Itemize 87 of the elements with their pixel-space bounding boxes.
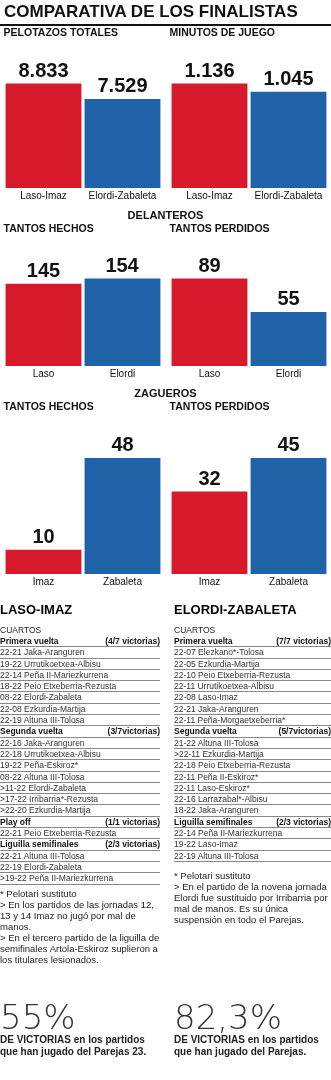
text: CUARTOS xyxy=(0,625,43,636)
text: 22-07 Elezkano*-Tolosa xyxy=(174,647,331,659)
data-label: 45 xyxy=(277,433,300,456)
text: 22-11 Peña-Morgaetxeberria* xyxy=(174,715,331,727)
text: 22-10 Peio Etxeberria-Rezusta xyxy=(174,669,331,682)
x-tick-label: Laso xyxy=(198,368,221,379)
text: 22-21 Jaka-Aranguren xyxy=(0,647,160,659)
text: COMPARATIVA DE LOS FINALISTAS xyxy=(0,0,331,26)
text: 22-21 Altuna III-Tolosa xyxy=(0,850,160,862)
text: >19-22 Peña II-Mariezkurrena xyxy=(0,873,160,885)
data-label: 55 xyxy=(277,286,300,309)
x-tick-label: Elordi-Zabaleta xyxy=(88,190,157,201)
text: 22-14 Peña II-Mariezkurrena xyxy=(174,828,331,840)
text: 22-19 Altuna III-Tolosa xyxy=(0,715,160,727)
text: LASO-IMAZ xyxy=(0,601,74,619)
text: 22-16 Larrazabal*-Albisu xyxy=(174,794,331,806)
x-tick-label: Laso-Imaz xyxy=(20,190,67,201)
text: 22-14 Peña II-Mariezkurrena xyxy=(0,669,160,682)
data-label: 8.833 xyxy=(18,58,69,81)
x-tick-label: Zabaleta xyxy=(103,576,143,587)
data-label: 7.529 xyxy=(97,73,148,96)
chart-title: TANTOS PERDIDOS xyxy=(169,221,270,234)
text: 21-22 Altuna III-Tolosa xyxy=(174,737,331,749)
text: DE VICTORIAS en los partidos que han jugado del Parejas 23. xyxy=(0,1034,148,1057)
text: > En el tercero partido de la liguilla de semifinales Artola-Eskiroz suplieron a los titulares lesionados. xyxy=(0,932,160,965)
text: > En los partidos de las jornadas 12, 13 y 14 Imaz no jugó por mal de manos. xyxy=(0,899,155,932)
text: ZAGUEROS xyxy=(133,386,198,399)
text: 22-19 Altuna III-Tolosa xyxy=(174,850,331,862)
text: Liguilla semifinales (2/3 victorias) xyxy=(174,816,331,827)
text: ELORDI-ZABALETA xyxy=(174,601,298,619)
text: 22-08 Ezkurdia-Martija xyxy=(0,703,160,716)
data-label: 89 xyxy=(198,253,221,276)
text: 19-22 Laso-Imaz xyxy=(174,839,331,851)
data-label: 1.045 xyxy=(263,66,314,89)
text: > En el partido de la novena jornada Elordi fue sustituido por Irribarria por mal de manos. Es su única suspensión en todo el Parejas. xyxy=(174,881,329,925)
x-tick-label: Elordi xyxy=(275,368,302,379)
text: 22-11 Peña II-Eskiroz* xyxy=(174,771,331,783)
x-tick-label: Zabaleta xyxy=(269,576,309,587)
text: * Pelotari sustituto xyxy=(174,870,252,881)
data-label: 32 xyxy=(198,466,221,489)
x-tick-label: Imaz xyxy=(198,576,221,587)
chart-title: TANTOS HECHOS xyxy=(3,221,94,234)
text: 82,3% xyxy=(174,997,282,1037)
x-tick-label: Laso xyxy=(32,368,55,379)
text: Primera vuelta (4/7 victorias) xyxy=(0,636,160,646)
data-label: 48 xyxy=(111,433,134,456)
x-tick-label: Laso-Imaz xyxy=(186,190,233,201)
data-label: 145 xyxy=(26,258,61,281)
text: * Pelotari sustituto xyxy=(0,888,78,899)
text: 22-21 Peio Etxeberria-Rezusta xyxy=(0,828,160,840)
data-label: 1.136 xyxy=(184,58,235,81)
text: Primera vuelta (7/7 victorias) xyxy=(174,636,331,646)
text: >22-11 Ezkurdia-Martija xyxy=(174,748,331,761)
text: Play off (1/1 victorias) xyxy=(0,816,160,827)
chart-title: PELOTAZOS TOTALES xyxy=(3,26,118,39)
text: 22-11 Urrutikoetxea-Albisu xyxy=(174,681,331,693)
text: 18-22 Jaka-Aranguren xyxy=(174,805,331,817)
text: >17-22 Irribarria*-Rezusta xyxy=(0,794,160,806)
text: 22-05 Ezkurdia-Martija xyxy=(174,658,331,670)
chart-title: TANTOS PERDIDOS xyxy=(169,400,270,413)
text: 22-19 Elordi-Zabaleta xyxy=(0,861,160,874)
text: CUARTOS xyxy=(174,625,217,636)
text: 19-22 Peña-Eskiroz* xyxy=(0,760,160,772)
text: 22-08 Laso-Imaz xyxy=(174,692,331,704)
x-tick-label: Imaz xyxy=(32,576,55,587)
data-label: 154 xyxy=(105,253,140,276)
text: Segunda vuelta (3/7victorias) xyxy=(0,726,160,737)
data-label: 10 xyxy=(32,524,55,547)
text: 22-16 Jaka-Aranguren xyxy=(0,737,160,749)
text: 19-22 Urrutikoetxea-Albisu xyxy=(0,658,160,670)
text: DELANTEROS xyxy=(126,208,205,221)
text: DE VICTORIAS en los partidos que han jugado del Parejas. xyxy=(174,1034,320,1057)
text: Liguilla semifinales (2/3 victorias) xyxy=(0,839,160,850)
x-tick-label: Elordi-Zabaleta xyxy=(254,190,323,201)
text: 18-22 Peio Etxeberria-Rezusta xyxy=(0,681,160,693)
text: 08-22 Elordi-Zabaleta xyxy=(0,692,160,704)
chart-title: TANTOS HECHOS xyxy=(3,400,94,413)
text: 22-11 Laso-Eskiroz* xyxy=(174,782,331,795)
text: >11-22 Elordi-Zabaleta xyxy=(0,782,160,795)
text: >22-20 Ezkurdia-Martija xyxy=(0,805,160,817)
text: 08-22 Altuna III-Tolosa xyxy=(0,771,160,783)
text: Segunda vuelta (5/7victorias) xyxy=(174,726,331,737)
text: 22-21 Jaka-Aranguren xyxy=(174,703,331,716)
text: 22-18 Peio Etxeberria-Rezusta xyxy=(174,760,331,772)
text: 22-18 Urrutikoetxea-Albisu xyxy=(0,748,160,761)
x-tick-label: Elordi xyxy=(109,368,136,379)
chart-title: MINUTOS DE JUEGO xyxy=(169,26,276,39)
